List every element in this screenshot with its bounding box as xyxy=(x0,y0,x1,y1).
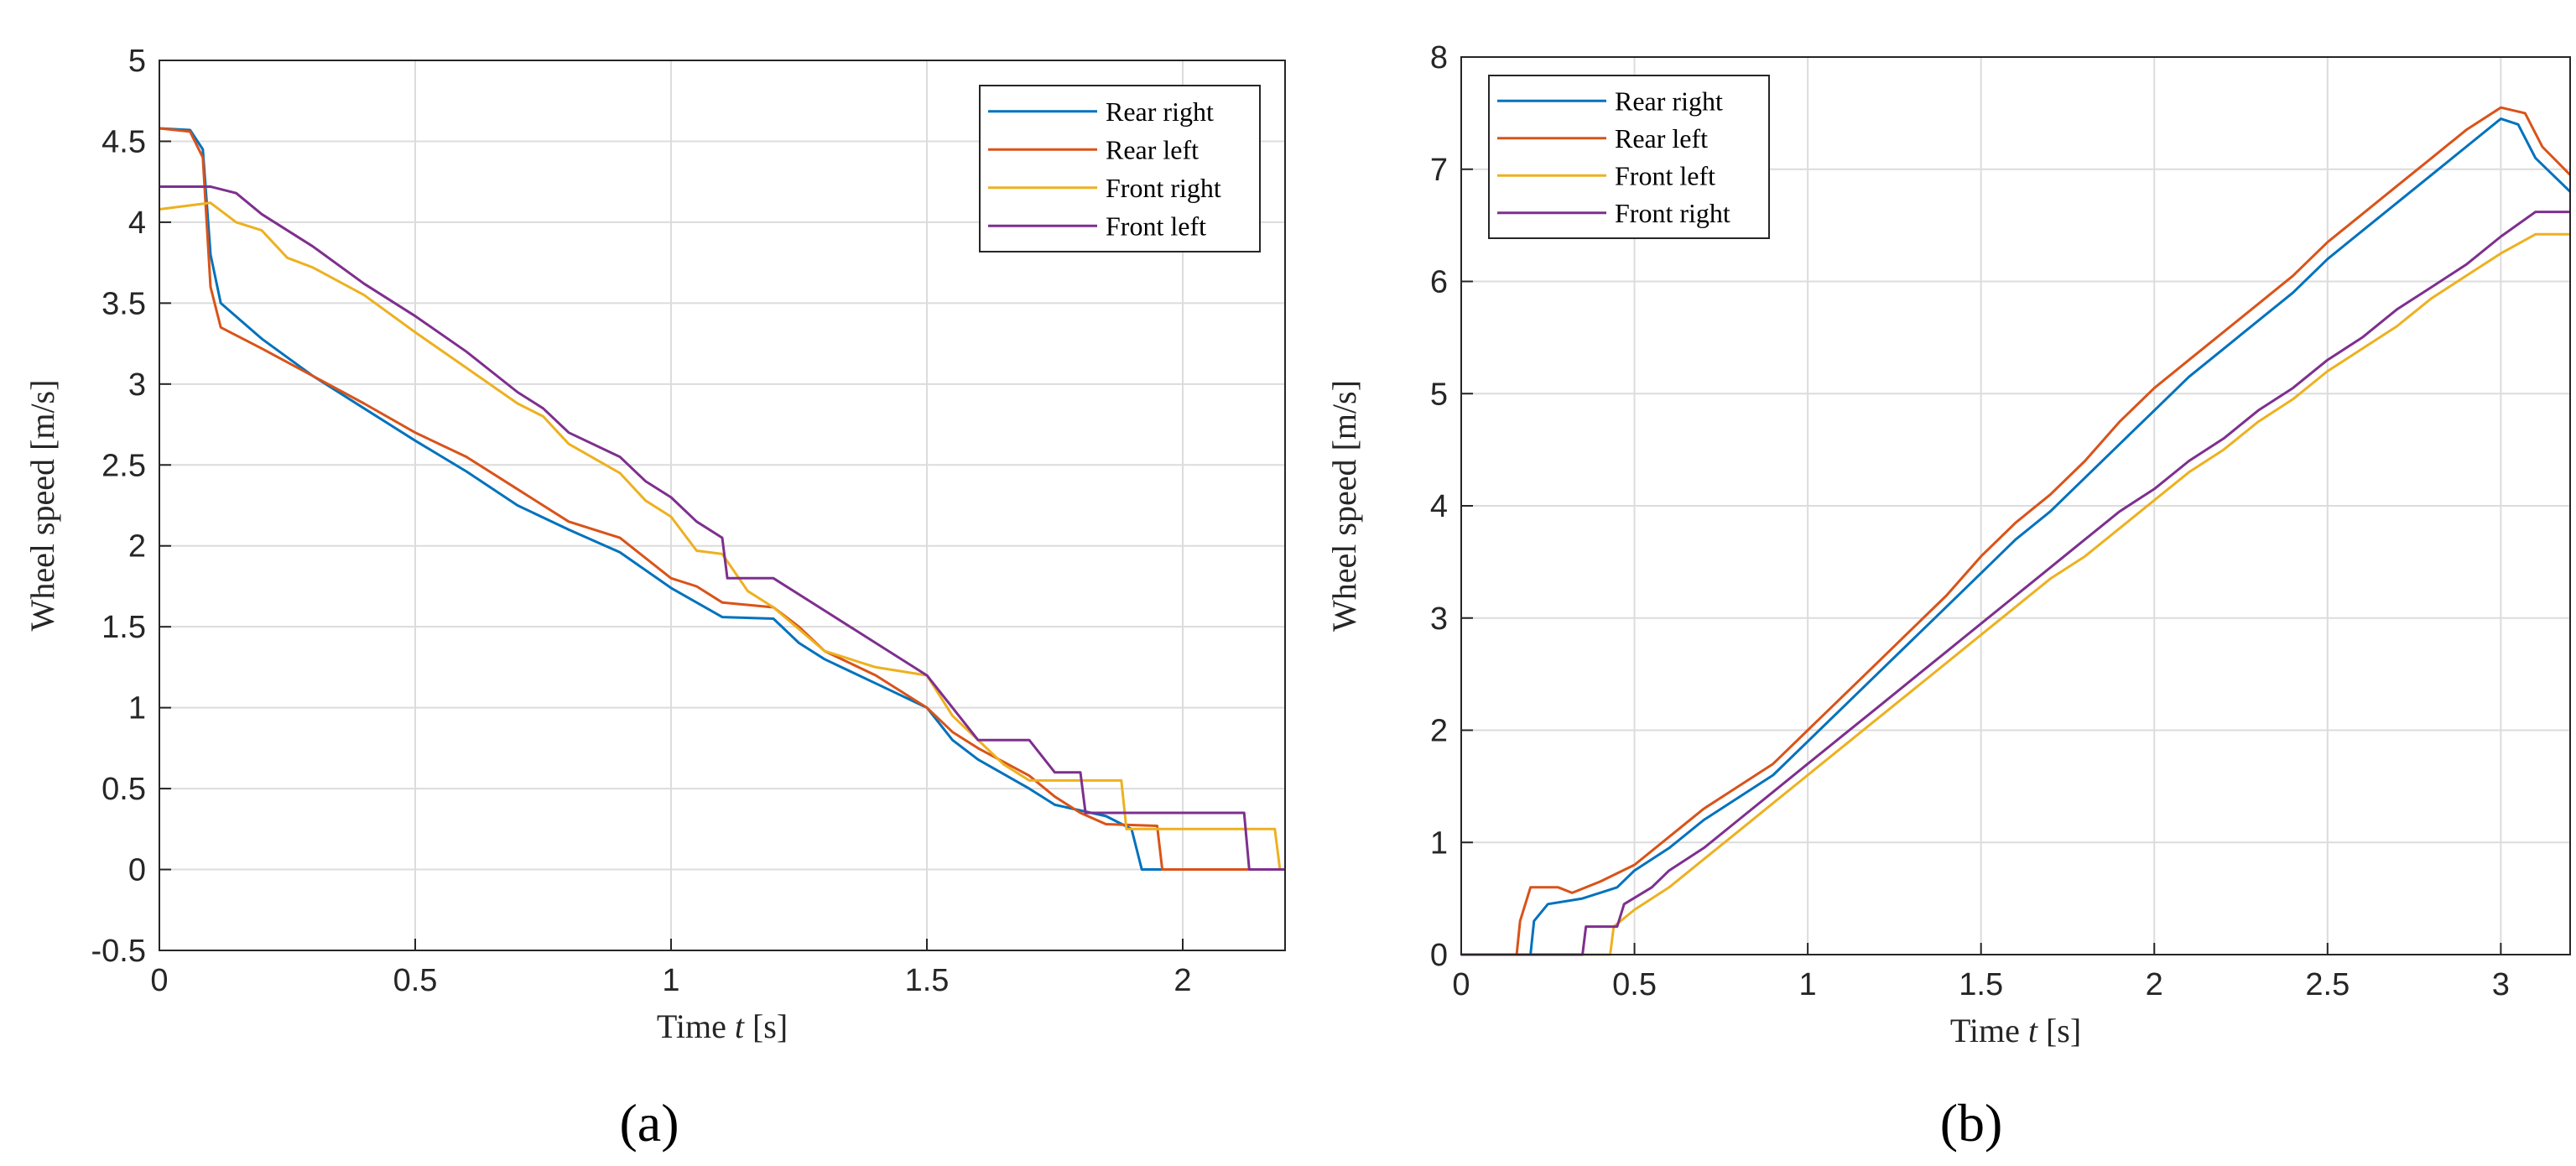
y-tick-label-a-9: 4 xyxy=(128,206,146,241)
panel-label-a: (a) xyxy=(619,1093,679,1153)
y-tick-label-a-6: 2.5 xyxy=(101,448,146,483)
y-axis-label-b: Wheel speed [m/s] xyxy=(1325,380,1363,632)
x-tick-labels-b: 0 0.5 1 1.5 2 2.5 3 xyxy=(1452,967,2510,1002)
legend-box-a xyxy=(979,85,1261,252)
series-line-b-rear-left xyxy=(1461,106,2572,956)
y-tick-label-a-7: 3 xyxy=(128,367,146,403)
x-tick-label-a-4: 2 xyxy=(1174,963,1191,998)
x-tick-label-a-1: 0.5 xyxy=(393,963,438,998)
series-line-a-front-left xyxy=(159,185,1285,871)
x-tick-label-a-2: 1 xyxy=(662,963,679,998)
x-tick-label-b-3: 1.5 xyxy=(1959,967,2003,1002)
x-tick-label-b-4: 2 xyxy=(2146,967,2163,1002)
legend-label-a-rear-right: Rear right xyxy=(1106,96,1214,127)
y-tick-labels-a: -0.5 0 0.5 1 1.5 2 2.5 3 3.5 4 4.5 5 xyxy=(91,44,146,969)
panel-label-b: (b) xyxy=(1940,1093,2003,1153)
chart-a: 0 0.5 1 1.5 2 -0.500.511.522.533.544.55 Time… xyxy=(23,44,1286,1153)
series-layer-a xyxy=(159,127,1285,871)
y-tick-label-a-0: -0.5 xyxy=(91,934,146,969)
y-tick-labels-b: 0 1 2 3 4 5 6 7 8 xyxy=(1430,40,1448,973)
y-tick-label-a-1: 0 xyxy=(128,853,146,888)
y-tick-label-b-7: 7 xyxy=(1430,153,1448,188)
y-tick-label-a-4: 1.5 xyxy=(101,610,146,645)
legend-b: Rear right Rear left Front left Front right xyxy=(1488,75,1770,239)
x-axis-label-b: Time t [s] xyxy=(1950,1012,2081,1049)
x-tick-label-a-0: 0 xyxy=(150,963,168,998)
y-tick-label-b-3: 3 xyxy=(1430,601,1448,637)
legend-label-a-front-left: Front left xyxy=(1106,211,1206,241)
y-tick-label-b-2: 2 xyxy=(1430,714,1448,749)
x-tick-label-b-2: 1 xyxy=(1799,967,1817,1002)
x-tick-label-a-3: 1.5 xyxy=(905,963,950,998)
y-tick-label-a-8: 3.5 xyxy=(101,286,146,321)
series-line-b-front-left xyxy=(1461,232,2570,956)
legend-label-a-front-right: Front right xyxy=(1106,173,1221,203)
legend-label-b-rear-right: Rear right xyxy=(1615,86,1723,116)
x-tick-label-b-1: 0.5 xyxy=(1612,967,1657,1002)
y-axis-label-a: Wheel speed [m/s] xyxy=(23,380,61,632)
series-layer-b xyxy=(1461,106,2572,956)
series-line-b-front-right xyxy=(1461,211,2570,956)
x-axis-label-a: Time t [s] xyxy=(657,1007,788,1045)
x-tick-label-b-6: 3 xyxy=(2492,967,2510,1002)
plot-frame-a xyxy=(159,60,1286,951)
y-tick-label-b-1: 1 xyxy=(1430,825,1448,861)
y-tick-label-a-10: 4.5 xyxy=(101,124,146,159)
legend-label-b-front-right: Front right xyxy=(1615,198,1730,228)
legend-label-b-rear-left: Rear left xyxy=(1615,123,1708,154)
legend-label-b-front-left: Front left xyxy=(1615,160,1715,190)
y-tick-label-b-5: 5 xyxy=(1430,377,1448,412)
legend-label-a-rear-left: Rear left xyxy=(1106,134,1199,164)
series-line-a-rear-right xyxy=(159,127,1285,871)
legend-a: Rear right Rear left Front right Front left xyxy=(979,85,1261,252)
x-tick-label-b-5: 2.5 xyxy=(2305,967,2350,1002)
y-tick-label-b-0: 0 xyxy=(1430,938,1448,973)
ticks-b xyxy=(1460,56,2502,955)
legend-box-b xyxy=(1488,75,1770,239)
x-tick-label-b-0: 0 xyxy=(1452,967,1470,1002)
ticks-a xyxy=(159,60,1184,951)
series-line-b-rear-right xyxy=(1461,117,2572,956)
series-line-a-front-right xyxy=(159,201,1285,871)
x-tick-labels-a: 0 0.5 1 1.5 2 xyxy=(150,963,1191,998)
chart-b: 0 0.5 1 1.5 2 2.5 3 0 1 2 3 4 5 6 7 8 Time t [s] Wheel… xyxy=(1325,40,2572,1153)
series-line-a-rear-left xyxy=(159,127,1285,871)
y-tick-label-a-5: 2 xyxy=(128,529,146,565)
y-tick-label-b-8: 8 xyxy=(1430,40,1448,75)
y-tick-label-a-2: 0.5 xyxy=(101,772,146,807)
y-tick-label-b-4: 4 xyxy=(1430,489,1448,524)
y-tick-label-a-3: 1 xyxy=(128,691,146,726)
y-tick-label-a-11: 5 xyxy=(128,44,146,79)
y-tick-label-b-6: 6 xyxy=(1430,265,1448,300)
